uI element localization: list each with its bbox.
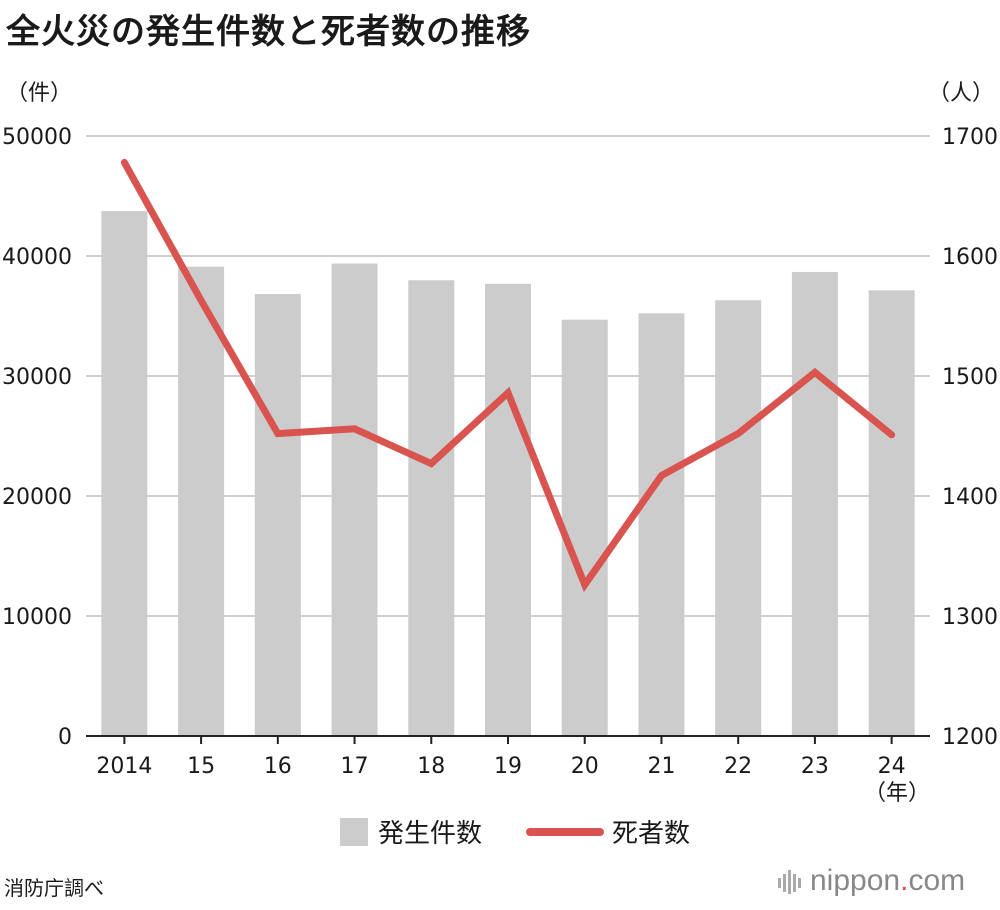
bar <box>791 271 838 736</box>
x-tick-label: 16 <box>264 754 292 779</box>
bar <box>254 294 301 736</box>
x-tick-label: 19 <box>494 754 522 779</box>
y-right-tick-label: 1200 <box>942 725 998 750</box>
x-axis-unit: （年） <box>864 781 930 806</box>
y-left-tick-label: 20000 <box>2 485 72 510</box>
legend-bar-swatch <box>340 818 368 846</box>
x-tick-label: 24 <box>878 754 906 779</box>
y-right-unit: （人） <box>928 81 994 106</box>
x-tick-label: 15 <box>187 754 215 779</box>
x-tick-label: 21 <box>647 754 675 779</box>
legend: 発生件数 死者数 <box>340 818 690 849</box>
y-left-tick-label: 40000 <box>2 245 72 270</box>
x-tick-label: 2014 <box>96 754 152 779</box>
y-right-tick-label: 1600 <box>942 245 998 270</box>
y-left-tick-label: 0 <box>58 725 72 750</box>
bar <box>331 263 378 736</box>
legend-line-label: 死者数 <box>612 819 690 849</box>
y-left-tick-label: 10000 <box>2 605 72 630</box>
y-left-unit: （件） <box>6 81 72 106</box>
y-left-tick-label: 30000 <box>2 365 72 390</box>
y-right-tick-label: 1700 <box>942 125 998 150</box>
line-path <box>120 158 896 593</box>
x-tick-label: 18 <box>417 754 445 779</box>
bar <box>178 266 225 736</box>
bar <box>408 280 455 736</box>
brand-bars-icon <box>778 870 801 895</box>
axes: 0 1200 10000 1300 20000 1400 30000 1500 40000 160… <box>2 81 998 806</box>
bar <box>715 300 762 736</box>
bar-series <box>101 211 915 736</box>
brand-name: nippon <box>810 864 901 897</box>
y-right-tick-label: 1500 <box>942 365 998 390</box>
brand-dot: . <box>900 864 909 897</box>
x-tick-label: 17 <box>341 754 369 779</box>
bar <box>485 283 531 736</box>
bar <box>638 313 685 736</box>
y-right-tick-label: 1300 <box>942 605 998 630</box>
brand-logo: nippon.com <box>778 864 965 898</box>
x-tick-label: 22 <box>724 754 752 779</box>
legend-bar-label: 発生件数 <box>378 819 482 849</box>
brand-tld: com <box>908 864 966 897</box>
line-series <box>120 158 896 593</box>
chart-title: 全火災の発生件数と死者数の推移 <box>6 12 531 52</box>
y-right-tick-label: 1400 <box>942 485 998 510</box>
bar <box>561 319 608 736</box>
bar <box>868 290 915 736</box>
x-tick-label: 20 <box>571 754 599 779</box>
bar <box>101 211 148 736</box>
source-note: 消防庁調べ <box>4 876 104 900</box>
y-left-tick-label: 50000 <box>2 125 72 150</box>
x-tick-label: 23 <box>801 754 829 779</box>
